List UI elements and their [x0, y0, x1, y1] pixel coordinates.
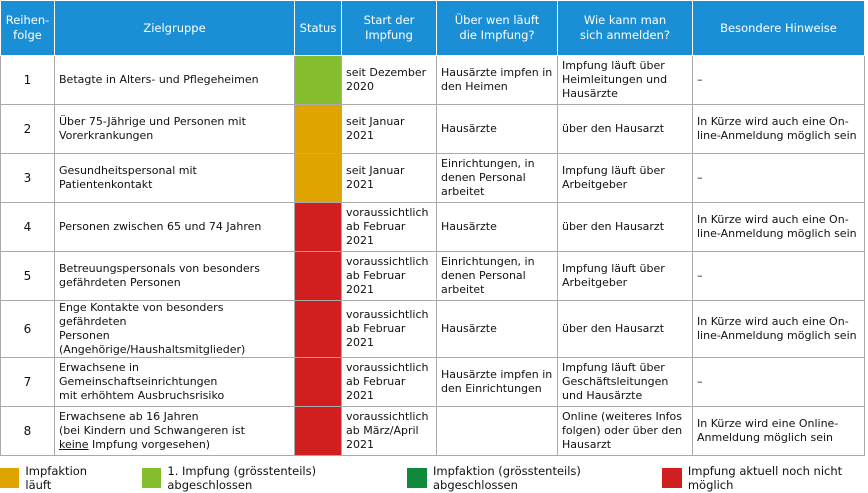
header-signup: Wie kann man sich anmelden? — [557, 0, 693, 56]
row-order: 5 — [0, 251, 55, 301]
row-group: Erwachsene in Gemeinschaftseinrichtungen… — [54, 357, 295, 407]
row-notes: – — [692, 251, 865, 301]
header-order: Reihen-folge — [0, 0, 55, 56]
row-order: 8 — [0, 406, 55, 456]
row-order: 3 — [0, 153, 55, 203]
row-notes: – — [692, 55, 865, 105]
table-row: 5 Betreuungspersonals von besonders gefähr… — [0, 251, 865, 301]
row-via: Hausärzte — [436, 300, 558, 358]
legend-label: Impfung aktuell noch nicht möglich — [687, 464, 843, 492]
row-start: seit Januar 2021 — [341, 104, 437, 154]
row-notes: In Kürze wird eine Online- Anmeldung mögl… — [692, 406, 865, 456]
legend-item: Impfaktion (grösstenteils) abgeschlossen — [407, 464, 642, 492]
row-signup: über den Hausarzt — [557, 104, 693, 154]
row-status-indicator — [294, 251, 342, 301]
row-group: Erwachsene ab 16 Jahren (bei Kindern und … — [54, 406, 295, 456]
header-status: Status — [294, 0, 342, 56]
row-status-indicator — [294, 104, 342, 154]
row-notes: – — [692, 357, 865, 407]
row-signup: Impfung läuft über Arbeitgeber — [557, 251, 693, 301]
legend-label: Impfaktion (grösstenteils) abgeschlossen — [432, 464, 581, 492]
row-status-indicator — [294, 55, 342, 105]
row-order: 4 — [0, 202, 55, 252]
table-row: 1 Betagte in Alters- und Pflegeheimen seit… — [0, 55, 865, 105]
row-notes: – — [692, 153, 865, 203]
row-notes: In Kürze wird auch eine On-line-Anmeldun… — [692, 104, 865, 154]
row-via: Einrichtungen, in denen Personal arbeitet — [436, 251, 558, 301]
header-row: Reihen-folge Zielgruppe Status Start der… — [0, 0, 865, 56]
row-notes: In Kürze wird auch eine On-line-Anmeldun… — [692, 300, 865, 358]
row-group: Personen zwischen 65 und 74 Jahren — [54, 202, 295, 252]
legend-swatch — [0, 468, 20, 488]
row-signup: Impfung läuft über Arbeitgeber — [557, 153, 693, 203]
row-notes: In Kürze wird auch eine On-line-Anmeldun… — [692, 202, 865, 252]
row-order: 1 — [0, 55, 55, 105]
vaccination-table: Reihen-folge Zielgruppe Status Start der… — [0, 0, 865, 456]
row-start: seit Dezember 2020 — [341, 55, 437, 105]
row-signup: über den Hausarzt — [557, 202, 693, 252]
table-row: 4 Personen zwischen 65 und 74 Jahren vorau… — [0, 202, 865, 252]
legend-item: Impfung aktuell noch nicht möglich — [662, 464, 868, 492]
row-group: Über 75-Jährige und Personen mit Vorerkra… — [54, 104, 295, 154]
legend-label: Impfaktion läuft — [25, 464, 88, 492]
row-group: Betagte in Alters- und Pflegeheimen — [54, 55, 295, 105]
row-via — [436, 406, 558, 456]
row-start: voraussichtlich ab Februar 2021 — [341, 357, 437, 407]
row-signup: Impfung läuft über Geschäftsleitungen und … — [557, 357, 693, 407]
row-order: 2 — [0, 104, 55, 154]
row-order: 7 — [0, 357, 55, 407]
row-start: seit Januar 2021 — [341, 153, 437, 203]
legend-swatch — [141, 468, 162, 488]
row-group: Betreuungspersonals von besonders gefährd… — [54, 251, 295, 301]
row-status-indicator — [294, 300, 342, 358]
row-status-indicator — [294, 406, 342, 456]
row-signup: Impfung läuft über Heimleitungen und Hausä… — [557, 55, 693, 105]
legend-swatch — [407, 468, 427, 488]
row-via: Hausärzte — [436, 104, 558, 154]
table-row: 7 Erwachsene in Gemeinschaftseinrichtunge… — [0, 357, 865, 407]
row-status-indicator — [294, 202, 342, 252]
row-status-indicator — [294, 357, 342, 407]
row-start: voraussichtlich ab Februar 2021 — [341, 251, 437, 301]
row-signup: über den Hausarzt — [557, 300, 693, 358]
legend-item: Impfaktion läuft — [0, 464, 106, 492]
table-row: 2 Über 75-Jährige und Personen mit Vorerkr… — [0, 104, 865, 154]
row-via: Einrichtungen, in denen Personal arbeitet — [436, 153, 558, 203]
row-start: voraussichtlich ab Februar 2021 — [341, 202, 437, 252]
row-group: Gesundheitspersonal mit Patientenkontakt — [54, 153, 295, 203]
row-via: Hausärzte impfen in den Einrichtungen — [436, 357, 558, 407]
table-row: 6 Enge Kontakte von besonders gefährdeten… — [0, 300, 865, 358]
header-notes: Besondere Hinweise — [692, 0, 865, 56]
row-start: voraussichtlich ab März/April 2021 — [341, 406, 437, 456]
table-row: 3 Gesundheitspersonal mit Patientenkontak… — [0, 153, 865, 203]
legend-swatch — [662, 468, 682, 488]
legend: Impfaktion läuft 1. Impfung (grösstenteil… — [0, 464, 868, 492]
underlined-word: keine — [59, 438, 89, 451]
row-order: 6 — [0, 300, 55, 358]
row-status-indicator — [294, 153, 342, 203]
row-signup: Online (weiteres Infos folgen) oder über … — [557, 406, 693, 456]
row-via: Hausärzte impfen in den Heimen — [436, 55, 558, 105]
legend-item: 1. Impfung (grösstenteils) abgeschlossen — [141, 464, 378, 492]
row-start: voraussichtlich ab Februar 2021 — [341, 300, 437, 358]
header-start: Start der Impfung — [341, 0, 437, 56]
row-group: Enge Kontakte von besonders gefährdeten P… — [54, 300, 295, 358]
table-row: 8 Erwachsene ab 16 Jahren (bei Kindern und… — [0, 406, 865, 456]
header-via: Über wen läuft die Impfung? — [436, 0, 558, 56]
legend-label: 1. Impfung (grösstenteils) abgeschlossen — [167, 464, 317, 492]
row-via: Hausärzte — [436, 202, 558, 252]
header-group: Zielgruppe — [54, 0, 295, 56]
